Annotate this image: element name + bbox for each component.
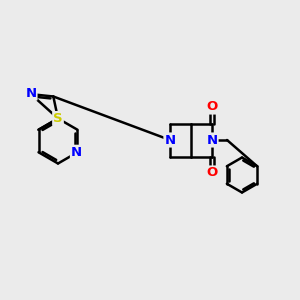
Text: O: O [206, 167, 218, 179]
Text: N: N [26, 87, 37, 100]
Text: N: N [206, 134, 218, 146]
Text: N: N [71, 146, 82, 159]
Text: N: N [164, 134, 175, 146]
Text: S: S [53, 112, 63, 125]
Text: O: O [206, 100, 218, 113]
